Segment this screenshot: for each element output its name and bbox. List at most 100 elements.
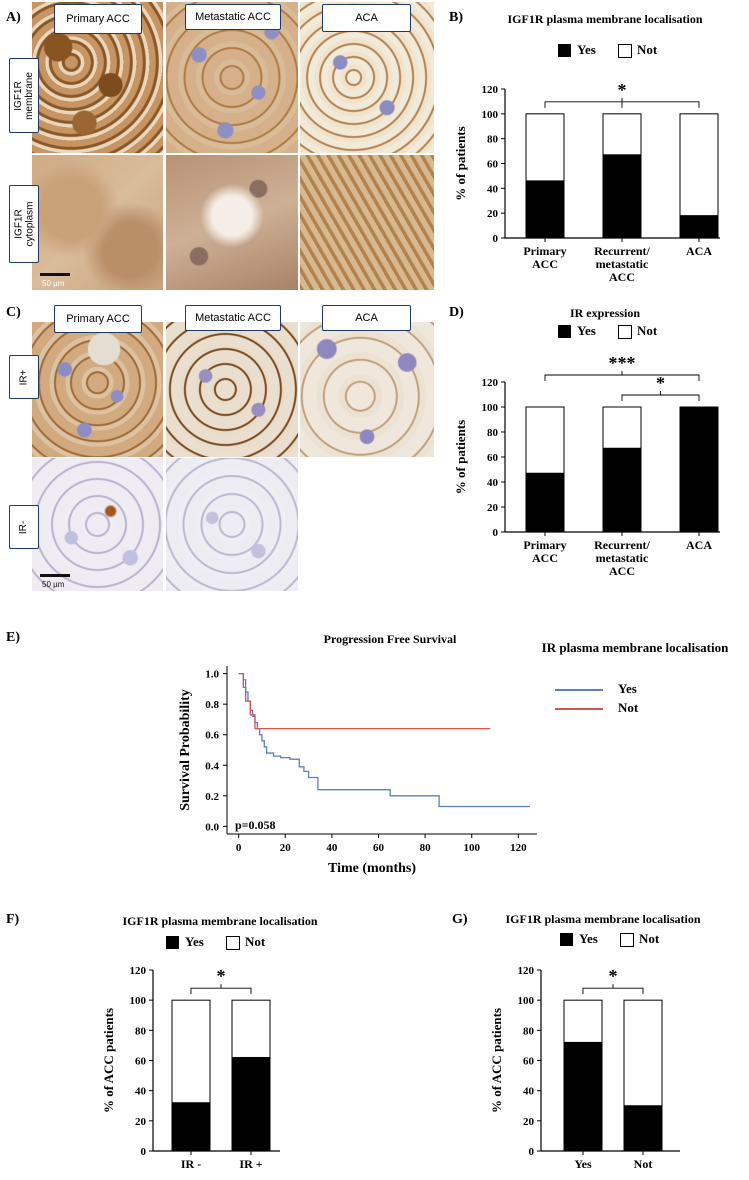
- x-tick-label: Not: [634, 1157, 653, 1171]
- y-tick-label: 40: [487, 183, 499, 195]
- y-tick-label: 40: [487, 477, 499, 489]
- y-tick-label: 60: [487, 159, 499, 171]
- bar-segment-not: [525, 113, 565, 182]
- y-tick-label: 0.6: [205, 730, 219, 742]
- panel-c-row-label-ir-pos: IR+: [9, 355, 39, 399]
- y-tick-label: 0.2: [205, 791, 219, 803]
- chart-b-legend: Yes Not: [558, 42, 708, 60]
- y-tick-label: 60: [523, 1056, 535, 1068]
- panel-c-header-metastatic-acc: Metastatic ACC: [185, 305, 281, 331]
- x-tick-label: ACC: [532, 551, 558, 565]
- micrograph-ir-neg-metastatic-acc: [166, 458, 298, 591]
- micrograph-ir-pos-metastatic-acc: [166, 322, 298, 457]
- legend-yes-label: Yes: [185, 934, 204, 949]
- bar-segment-yes: [171, 1102, 211, 1152]
- chart-e-legend-title: IR plasma membrane localisation: [541, 640, 729, 655]
- y-tick-label: 80: [487, 134, 499, 146]
- legend-not-label: Not: [618, 700, 639, 715]
- bar-segment-not: [602, 406, 642, 449]
- y-tick-label: 0: [141, 1146, 147, 1158]
- x-tick-label: ACA: [686, 538, 712, 552]
- x-tick-label: 100: [463, 842, 480, 854]
- legend-not-swatch: [620, 933, 634, 947]
- panel-a-header-metastatic-acc: Metastatic ACC: [185, 4, 281, 30]
- legend-yes-swatch: [558, 325, 571, 338]
- y-tick-label: 0.4: [205, 760, 219, 772]
- x-axis-label: Time (months): [328, 861, 416, 876]
- y-tick-label: 20: [487, 208, 499, 220]
- legend-yes-line: [555, 689, 603, 691]
- micrograph-ir-pos-primary-acc: [32, 322, 163, 457]
- x-tick-label: 80: [420, 842, 432, 854]
- legend-yes-label: Yes: [577, 323, 596, 338]
- chart-g-legend: Yes Not: [560, 931, 710, 949]
- panel-a-scale-label: 50 µm: [42, 279, 65, 288]
- y-tick-label: 1.0: [205, 669, 219, 681]
- y-axis-label: % of patients: [453, 420, 468, 494]
- chart-g-title: IGF1R plasma membrane localisation: [505, 912, 701, 926]
- bar-segment-not: [231, 999, 271, 1058]
- survival-curve-yes: [238, 672, 531, 808]
- chart-e-title: Progression Free Survival: [323, 632, 457, 646]
- bar-segment-yes: [679, 406, 719, 533]
- x-tick-label: metastatic: [596, 257, 649, 271]
- panel-c-row-label-ir-neg: IR-: [9, 505, 39, 549]
- y-tick-label: 40: [523, 1086, 535, 1098]
- significance-bracket: [544, 374, 700, 381]
- y-tick-label: 60: [135, 1056, 147, 1068]
- x-tick-label: ACC: [609, 270, 635, 284]
- panel-a-header-primary-acc: Primary ACC: [54, 4, 142, 34]
- legend-yes-swatch: [558, 44, 571, 57]
- y-tick-label: 0: [529, 1146, 535, 1158]
- survival-curve-not: [238, 672, 491, 730]
- y-tick-label: 20: [487, 502, 499, 514]
- x-tick-label: Primary: [523, 538, 566, 552]
- x-tick-label: ACA: [686, 244, 712, 258]
- x-tick-label: 0: [236, 842, 242, 854]
- x-tick-label: 120: [510, 842, 527, 854]
- y-tick-label: 0.0: [205, 821, 219, 833]
- y-tick-label: 100: [482, 402, 499, 414]
- legend-not-label: Not: [637, 323, 658, 338]
- x-tick-label: metastatic: [596, 551, 649, 565]
- panel-label-f: F): [6, 912, 20, 927]
- y-tick-label: 80: [487, 427, 499, 439]
- significance-bracket: [621, 394, 700, 401]
- significance-bracket: [582, 987, 644, 995]
- bar-segment-yes: [679, 215, 719, 239]
- y-axis-label: Survival Probability: [178, 689, 193, 810]
- legend-not-line: [555, 708, 603, 710]
- y-axis-label: % of ACC patients: [489, 1008, 504, 1113]
- chart-d-title: IR expression: [569, 306, 641, 320]
- x-tick-label: ACC: [609, 564, 635, 578]
- significance-marker: *: [618, 80, 627, 100]
- bar-segment-yes: [231, 1056, 271, 1152]
- legend-yes-label: Yes: [618, 681, 637, 696]
- y-tick-label: 40: [135, 1086, 147, 1098]
- significance-marker: ***: [609, 353, 636, 373]
- micrograph-igf1r-cytoplasm-metastatic-acc: [166, 155, 298, 290]
- y-tick-label: 80: [523, 1025, 535, 1037]
- bar-segment-not: [623, 999, 663, 1107]
- chart-b-title: IGF1R plasma membrane localisation: [507, 12, 703, 26]
- bar-segment-not: [679, 113, 719, 217]
- x-tick-label: 40: [326, 842, 338, 854]
- panel-c-header-primary-acc: Primary ACC: [54, 305, 142, 333]
- y-tick-label: 100: [518, 995, 535, 1007]
- chart-e-survival-curve: 0 20 40 60 80 100 120 0.0 0.2 0.4 0.6 0.8 1.0 Time (m…: [178, 666, 537, 876]
- micrograph-igf1r-cytoplasm-primary-acc: [32, 155, 163, 290]
- y-tick-label: 0: [493, 527, 499, 539]
- legend-yes-swatch: [166, 936, 179, 949]
- y-tick-label: 120: [482, 84, 499, 96]
- y-tick-label: 60: [487, 452, 499, 464]
- panel-a-row-label-membrane: IGF1R membrane: [9, 58, 39, 133]
- panel-label-c: C): [6, 305, 21, 320]
- chart-f-legend: Yes Not: [166, 934, 316, 952]
- micrograph-ir-pos-aca: [300, 322, 434, 457]
- y-tick-label: 120: [130, 965, 147, 977]
- panel-c-scale-bar: [40, 574, 70, 577]
- x-tick-label: 60: [373, 842, 385, 854]
- y-tick-label: 0.8: [205, 699, 219, 711]
- chart-f-title: IGF1R plasma membrane localisation: [122, 914, 318, 928]
